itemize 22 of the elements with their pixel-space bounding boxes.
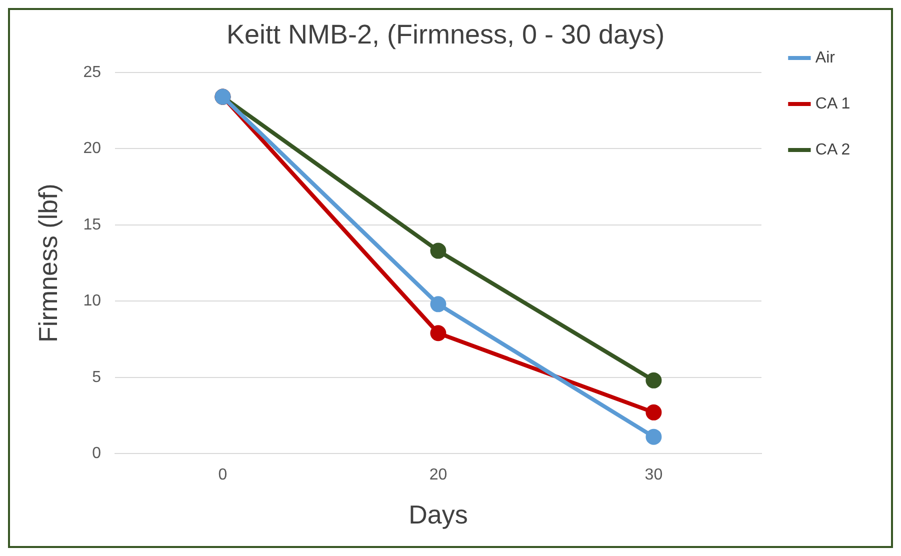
y-tick-label: 5	[92, 368, 102, 386]
point	[430, 242, 446, 259]
legend-label: CA 2	[815, 141, 850, 158]
x-tick-label: 30	[644, 466, 663, 484]
y-tick-label: 25	[83, 64, 102, 81]
y-tick-label: 10	[83, 292, 102, 310]
point	[430, 296, 446, 312]
y-tick-label: 0	[92, 445, 102, 462]
point	[430, 325, 446, 342]
legend-label: CA 1	[815, 95, 850, 112]
legend-label: Air	[815, 49, 836, 66]
x-tick-label: 20	[429, 466, 448, 484]
point	[646, 428, 662, 445]
point	[646, 372, 662, 388]
x-axis-title: Days	[408, 500, 468, 530]
x-tick-label: 0	[218, 466, 228, 484]
y-axis-title: Firmness (lbf)	[32, 184, 63, 342]
point	[646, 404, 662, 420]
chart-title: Keitt NMB-2, (Firmness, 0 - 30 days)	[226, 20, 665, 50]
chart-frame: Days Firmness (lbf) Air CA 1 CA 2 Keitt NMB-2, (Firmness, 0 - 30 days) 0 20 30 0 5 10 15 20 25	[8, 8, 893, 548]
y-tick-label: 15	[83, 216, 102, 234]
y-tick-label: 20	[83, 140, 102, 158]
